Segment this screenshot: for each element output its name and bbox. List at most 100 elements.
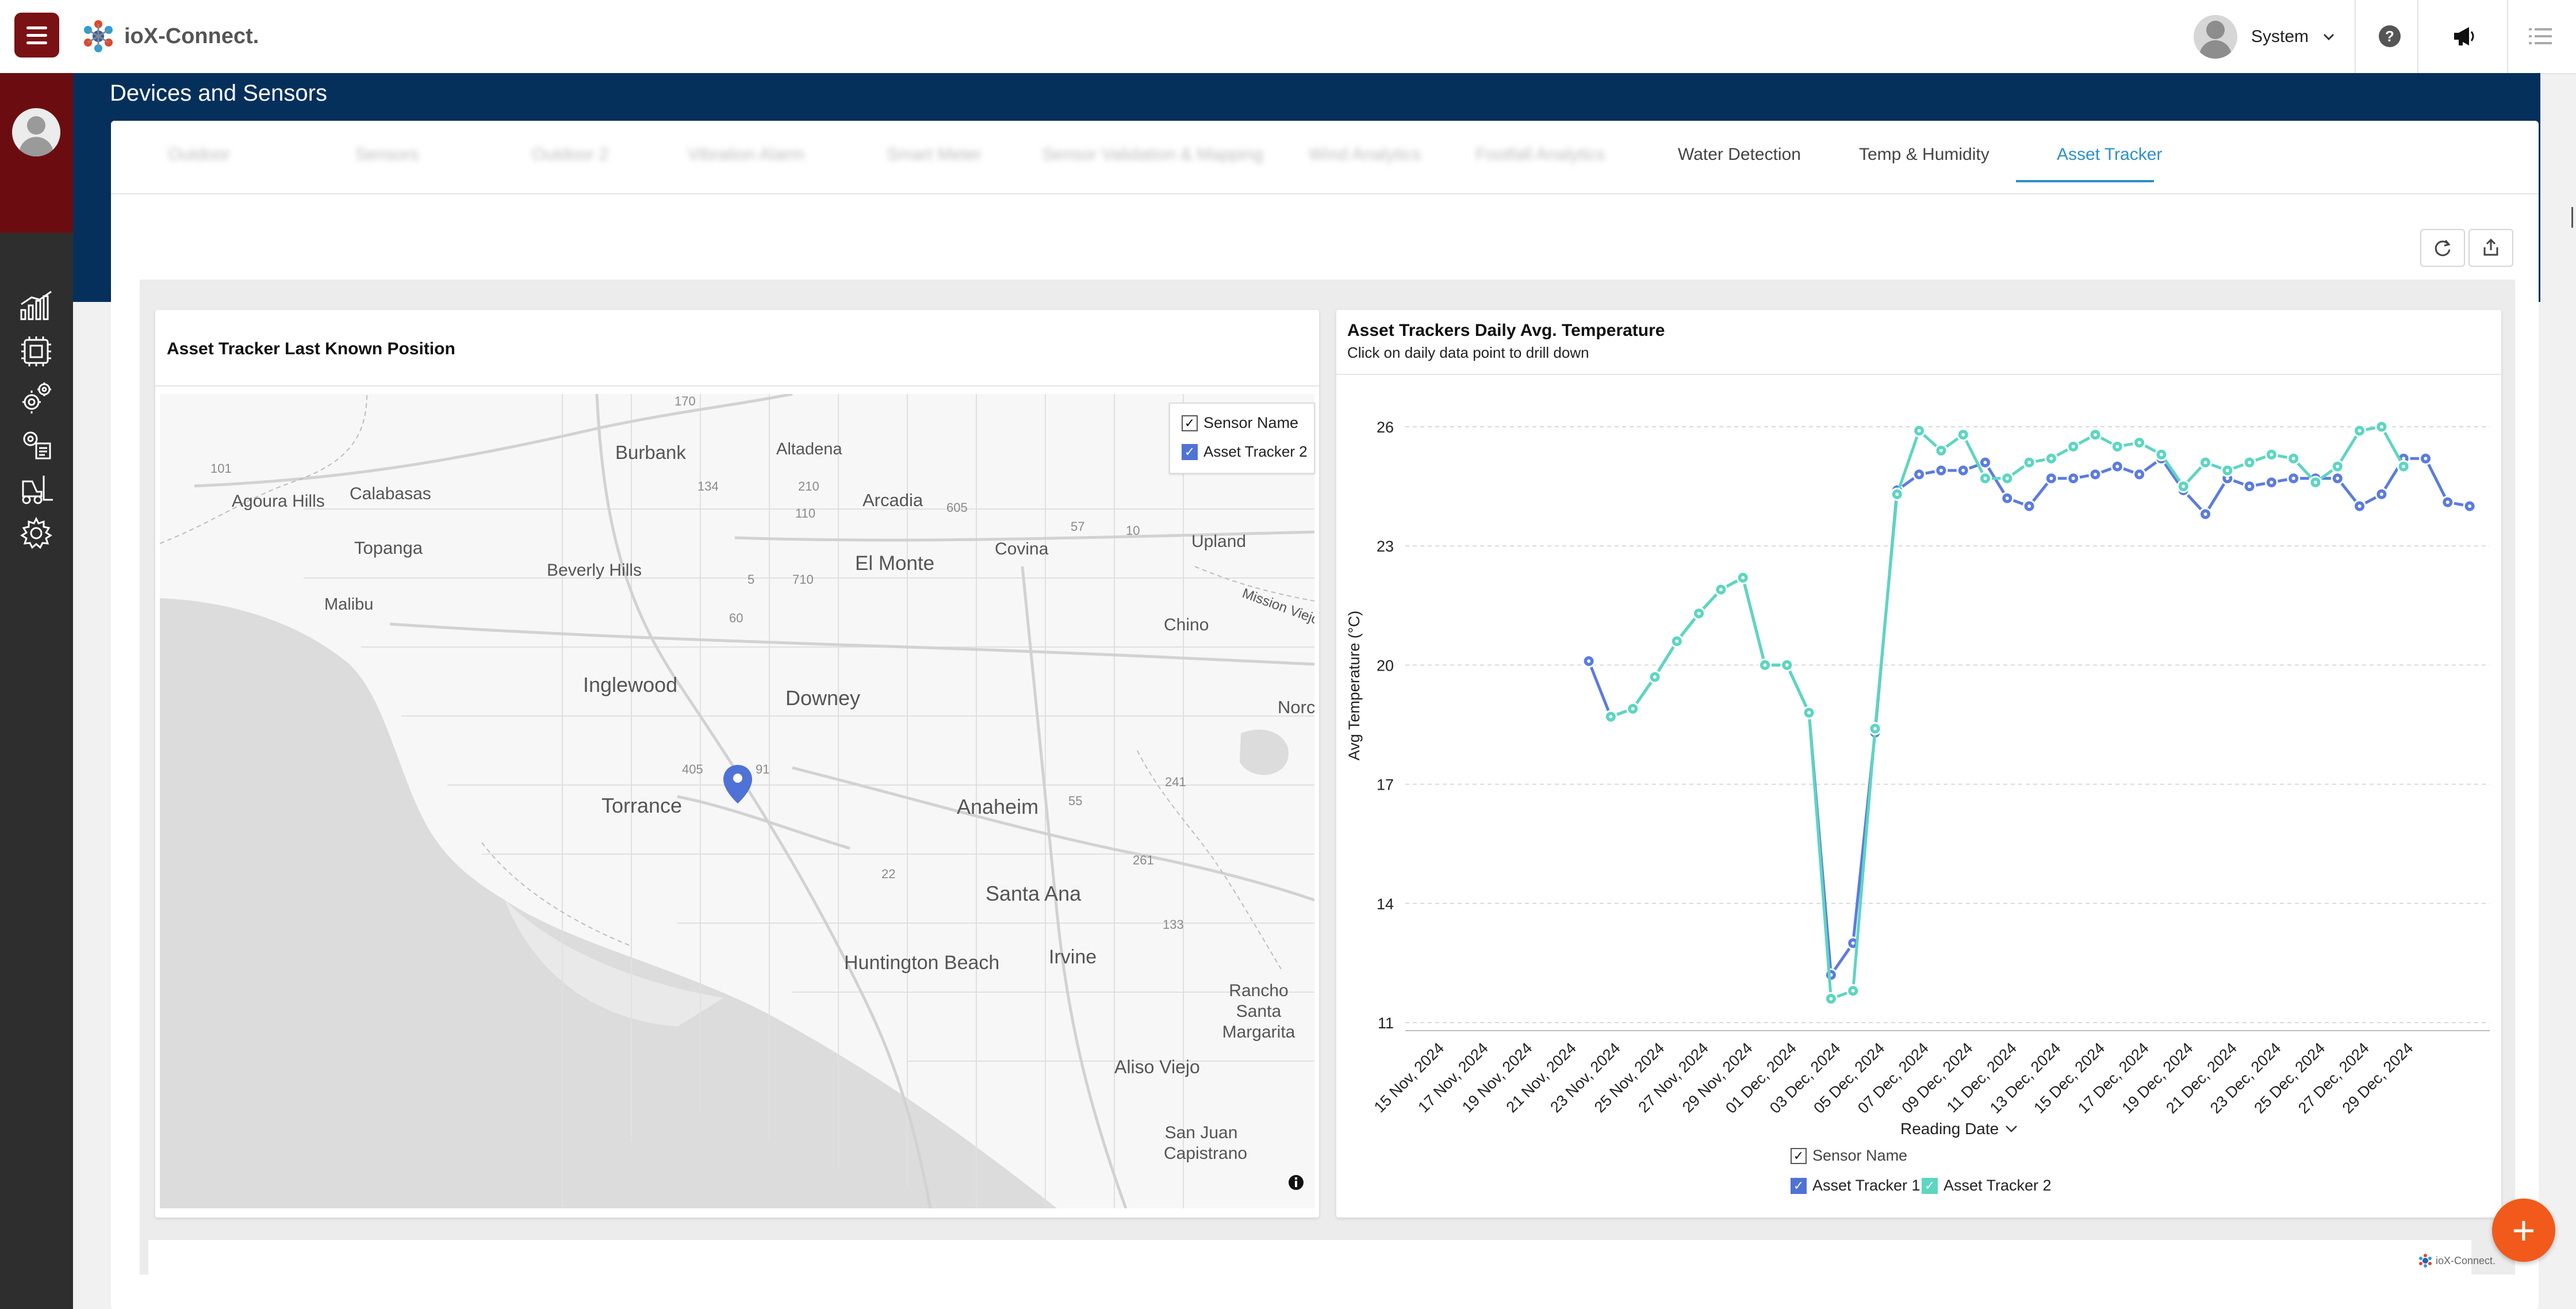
tab-sensors[interactable]: Sensors xyxy=(355,145,419,164)
map-highway-label: 10 xyxy=(1126,523,1140,538)
divider xyxy=(2507,0,2508,73)
config-document-icon[interactable] xyxy=(16,423,56,464)
refresh-icon xyxy=(2435,240,2451,257)
user-avatar xyxy=(2194,15,2237,59)
data-point-center xyxy=(1763,663,1767,667)
map-highway-label: 133 xyxy=(1163,917,1184,932)
tab-wind-analytics[interactable]: Wind Analytics xyxy=(1309,145,1421,164)
gear-icon[interactable] xyxy=(16,513,56,553)
legend-header-label: Sensor Name xyxy=(1812,1147,1908,1164)
tab-sensor-validation[interactable]: Sensor Validation & Mapping xyxy=(1042,145,1263,164)
info-icon[interactable] xyxy=(1288,1174,1304,1191)
device-chip-icon[interactable] xyxy=(16,331,56,372)
plus-icon: + xyxy=(2512,1208,2536,1253)
y-tick-label: 11 xyxy=(1378,1015,1394,1032)
data-point-center xyxy=(2336,476,2340,480)
map-city-label: Irvine xyxy=(1049,946,1097,968)
checkbox[interactable]: ✓ xyxy=(1791,1177,1807,1194)
data-point-center xyxy=(2071,445,2075,449)
tab-water-detection[interactable]: Water Detection xyxy=(1678,145,1801,164)
refresh-button[interactable] xyxy=(2420,229,2465,267)
map-city-label: Upland xyxy=(1191,532,1247,551)
tab-footfall-analytics[interactable]: Footfall Analytics xyxy=(1475,145,1605,164)
data-point-center xyxy=(2379,425,2383,428)
list-icon[interactable] xyxy=(2526,22,2555,51)
checkbox[interactable]: ✓ xyxy=(1182,443,1198,460)
sidebar xyxy=(0,73,73,1309)
data-point-center xyxy=(1851,941,1855,945)
data-point-center xyxy=(1983,476,1987,480)
footer-logo: ioX-Connect. xyxy=(2418,1254,2496,1268)
legend-header[interactable]: ✓ Sensor Name xyxy=(1182,414,1298,432)
map-city-label: Calabasas xyxy=(350,484,431,503)
map-highway-label: 241 xyxy=(1165,775,1186,789)
map-highway-label: 110 xyxy=(795,506,816,520)
map-city-label: Topanga xyxy=(354,538,423,558)
series-line xyxy=(1587,457,2470,977)
tab-outdoor[interactable]: Outdoor xyxy=(168,145,231,164)
profile-avatar[interactable] xyxy=(12,108,60,156)
location-pin-icon xyxy=(723,765,752,803)
chart-panel xyxy=(1336,310,2501,1218)
hamburger-icon[interactable] xyxy=(14,13,59,58)
tab-vibration-alarm[interactable]: Vibration Alarm xyxy=(688,145,804,164)
map-city-label: Beverly Hills xyxy=(547,561,642,580)
data-point-center xyxy=(2225,468,2229,472)
y-axis-title: Avg Temperature (°C) xyxy=(1346,611,1363,760)
data-point-center xyxy=(1631,707,1635,711)
map-highway-label: 405 xyxy=(682,762,703,776)
x-axis-title-dropdown[interactable]: Reading Date xyxy=(1900,1120,2018,1138)
map-highway-label: 57 xyxy=(1071,519,1085,534)
active-tab-indicator xyxy=(2016,180,2154,182)
tab-smart-meter[interactable]: Smart Meter xyxy=(887,145,982,164)
map-city-label: El Monte xyxy=(855,552,935,575)
data-point-center xyxy=(1807,711,1811,715)
map-city-label: Covina xyxy=(995,539,1049,558)
data-point-center xyxy=(2005,476,2009,480)
logo-icon xyxy=(84,20,113,52)
tab-asset-tracker[interactable]: Asset Tracker xyxy=(2057,145,2163,164)
data-point-center xyxy=(1719,588,1723,592)
add-button[interactable]: + xyxy=(2492,1199,2555,1262)
map-city-label: Malibu xyxy=(324,595,374,614)
forklift-icon[interactable] xyxy=(16,469,56,510)
data-point-center xyxy=(2445,500,2450,504)
data-point-center xyxy=(1741,576,1745,580)
map-highway-label: 5 xyxy=(747,572,755,587)
data-point-center xyxy=(1961,432,1965,437)
data-point-center xyxy=(1675,639,1679,643)
analytics-icon[interactable] xyxy=(16,285,56,325)
data-point-center xyxy=(1697,611,1701,615)
checkbox[interactable]: ✓ xyxy=(1791,1147,1807,1164)
chart-legend-item[interactable]: ✓ Asset Tracker 1 xyxy=(1791,1177,1920,1195)
chart-legend-item[interactable]: ✓ Asset Tracker 2 xyxy=(1922,1177,2052,1195)
chart-legend-header[interactable]: ✓ Sensor Name xyxy=(1791,1147,1907,1165)
data-point-center xyxy=(1895,492,1899,496)
map-city-label: Aliso Viejo xyxy=(1114,1057,1200,1077)
y-tick-label: 14 xyxy=(1377,895,1394,913)
tab-outdoor-2[interactable]: Outdoor 2 xyxy=(532,145,609,164)
tab-temp-humidity[interactable]: Temp & Humidity xyxy=(1859,145,1989,164)
data-point-center xyxy=(2027,461,2031,465)
user-menu[interactable]: System xyxy=(2194,14,2335,60)
checkbox[interactable]: ✓ xyxy=(1922,1177,1938,1194)
data-point-center xyxy=(2291,476,2295,480)
settings-gears-icon[interactable] xyxy=(16,377,56,418)
megaphone-icon[interactable] xyxy=(2450,22,2479,51)
legend-item-label: Asset Tracker 2 xyxy=(1943,1177,2052,1194)
checkbox[interactable]: ✓ xyxy=(1182,415,1198,431)
map[interactable]: Burbank Altadena Agoura Hills Calabasas … xyxy=(160,394,1314,1208)
map-panel-title: Asset Tracker Last Known Position xyxy=(167,339,455,358)
x-axis-title: Reading Date xyxy=(1900,1120,1999,1138)
export-button[interactable] xyxy=(2468,229,2513,267)
legend-item[interactable]: ✓ Asset Tracker 2 xyxy=(1182,443,1308,461)
divider xyxy=(2417,0,2418,73)
data-point-center xyxy=(1917,428,1921,432)
help-circle-icon[interactable]: ? xyxy=(2375,22,2404,51)
app-logo[interactable]: ioX-Connect. xyxy=(80,17,259,55)
map-highway-label: 605 xyxy=(946,500,968,515)
map-city-label: Santa Ana xyxy=(986,882,1082,905)
data-point-center xyxy=(2203,461,2207,465)
data-point-center xyxy=(1939,449,1943,453)
